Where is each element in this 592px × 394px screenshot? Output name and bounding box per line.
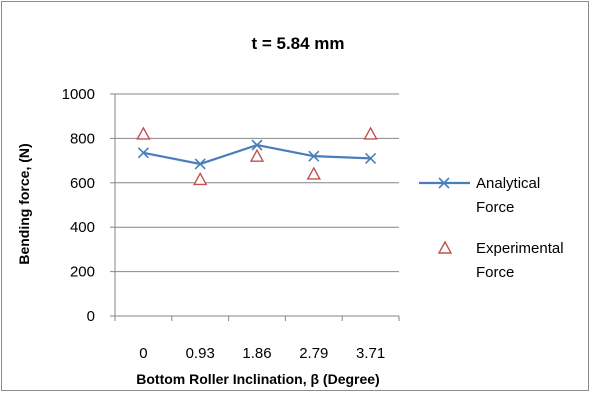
legend-marker: [437, 240, 453, 254]
legend: Analytical Force Experimental Force: [419, 175, 564, 281]
x-tick-label: 0.93: [186, 345, 215, 362]
y-tick-label: 0: [87, 308, 95, 325]
x-tick-label: 1.86: [242, 345, 271, 362]
y-tick-labels: 0 200 400 600 800 1000: [62, 86, 95, 325]
data-point: [249, 148, 265, 162]
x-marker-stroke: [251, 139, 263, 151]
x-tick-label: 2.79: [299, 345, 328, 362]
x-marker-stroke: [308, 150, 320, 162]
legend-label: Analytical: [476, 175, 540, 192]
data-point: [251, 139, 263, 151]
legend-label: Force: [476, 199, 514, 216]
x-marker-stroke: [438, 177, 450, 189]
data-point: [306, 166, 321, 180]
legend-item: Analytical Force: [419, 175, 540, 216]
y-tick-label: 1000: [62, 86, 95, 103]
series-analytical: [137, 139, 377, 170]
y-tick-label: 600: [70, 175, 95, 192]
data-point: [194, 158, 206, 170]
data-point: [308, 150, 320, 162]
x-tick-label: 3.71: [356, 345, 385, 362]
x-marker-stroke: [194, 158, 206, 170]
y-axis-title: Bending force, (N): [16, 143, 32, 264]
x-tick-label: 0: [139, 345, 147, 362]
data-point: [137, 147, 149, 159]
legend-item: Experimental Force: [437, 240, 564, 281]
y-tick-label: 400: [70, 219, 95, 236]
x-marker-stroke: [365, 152, 377, 164]
y-tick-label: 200: [70, 264, 95, 281]
data-point: [193, 172, 208, 186]
axes: [110, 93, 400, 321]
series-experimental: [136, 126, 378, 186]
chart-title: t = 5.84 mm: [251, 34, 344, 53]
x-tick-labels: 0 0.93 1.86 2.79 3.71: [139, 345, 385, 362]
y-tick-label: 800: [70, 130, 95, 147]
legend-label: Experimental: [476, 240, 564, 257]
data-point: [365, 152, 377, 164]
x-marker-stroke: [137, 147, 149, 159]
legend-label: Force: [476, 264, 514, 281]
data-point: [136, 126, 151, 140]
data-point: [363, 126, 378, 140]
x-axis-title: Bottom Roller Inclination, β (Degree): [136, 371, 379, 387]
series-layer: [136, 126, 378, 186]
gridlines: [115, 93, 399, 273]
legend-marker: [438, 177, 450, 189]
